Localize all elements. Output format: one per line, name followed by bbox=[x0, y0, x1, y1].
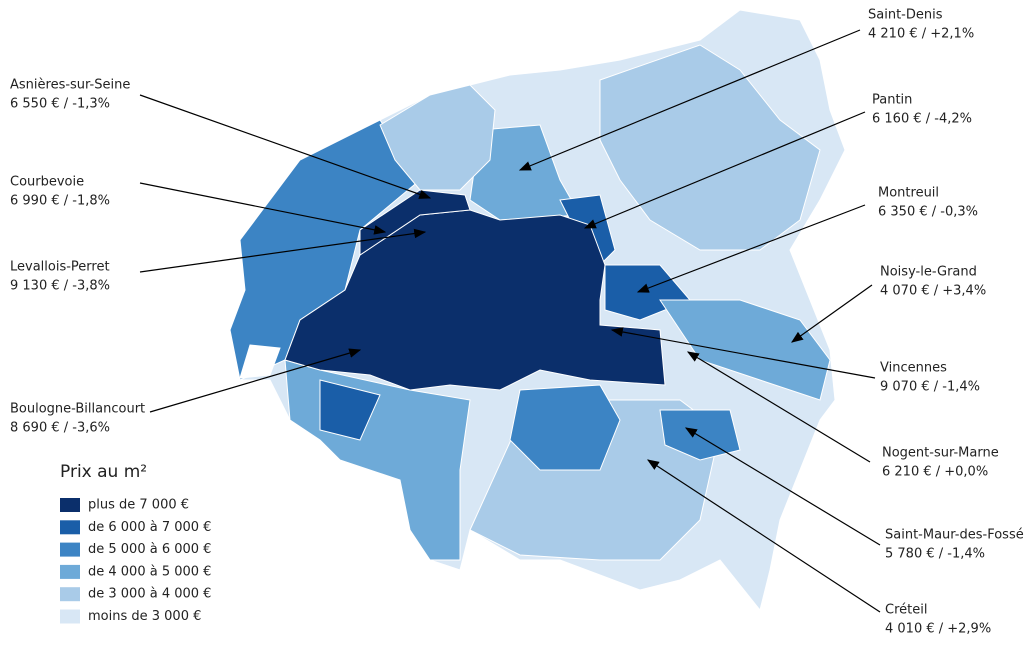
callout-value: 4 070 € / +3,4% bbox=[880, 284, 986, 299]
callout-arrow bbox=[646, 459, 881, 613]
callout-name: Créteil bbox=[885, 603, 927, 618]
callout-value: 4 210 € / +2,1% bbox=[868, 27, 974, 42]
legend-label: de 3 000 à 4 000 € bbox=[88, 587, 211, 602]
callout-arrow bbox=[139, 228, 427, 273]
callout-arrow bbox=[686, 351, 871, 463]
legend-swatch bbox=[60, 498, 80, 512]
legend-label: de 5 000 à 6 000 € bbox=[88, 542, 211, 557]
callout-name: Montreuil bbox=[878, 186, 939, 201]
callout-arrow bbox=[139, 182, 387, 235]
callout-value: 6 990 € / -1,8% bbox=[10, 194, 110, 209]
legend-title: Prix au m² bbox=[60, 462, 147, 482]
callout-value: 6 550 € / -1,3% bbox=[10, 97, 110, 112]
legend-label: de 4 000 à 5 000 € bbox=[88, 564, 211, 579]
callout-name: Levallois-Perret bbox=[10, 260, 110, 275]
legend-swatch bbox=[60, 520, 80, 535]
callout-name: Saint-Maur-des-Fossés bbox=[885, 528, 1024, 543]
callout-value: 6 210 € / +0,0% bbox=[882, 465, 988, 480]
callout-value: 9 130 € / -3,8% bbox=[10, 279, 110, 294]
legend-swatch bbox=[60, 587, 80, 602]
callout-arrow bbox=[583, 111, 866, 229]
callout-name: Asnières-sur-Seine bbox=[10, 78, 130, 93]
callout-value: 6 160 € / -4,2% bbox=[872, 112, 972, 127]
legend: Prix au m² plus de 7 000 € de 6 000 à 7 0… bbox=[60, 462, 211, 624]
callout-value: 8 690 € / -3,6% bbox=[10, 421, 110, 436]
callout-arrow bbox=[149, 348, 362, 413]
callout-name: Courbevoie bbox=[10, 175, 84, 190]
callout-name: Boulogne-Billancourt bbox=[10, 402, 145, 417]
legend-swatch bbox=[60, 609, 80, 624]
callout-name: Saint-Denis bbox=[868, 8, 943, 23]
callout-name: Nogent-sur-Marne bbox=[882, 446, 999, 461]
map-shapes bbox=[229, 9, 846, 612]
legend-label: moins de 3 000 € bbox=[88, 609, 201, 624]
callout-arrow bbox=[610, 327, 876, 379]
legend-swatch bbox=[60, 564, 80, 579]
callout-arrow bbox=[684, 427, 881, 546]
legend-label: plus de 7 000 € bbox=[88, 498, 189, 513]
callout-value: 5 780 € / -1,4% bbox=[885, 547, 985, 562]
callout-name: Noisy-le-Grand bbox=[880, 265, 977, 280]
callout-name: Vincennes bbox=[880, 361, 947, 376]
callout-value: 4 010 € / +2,9% bbox=[885, 622, 991, 637]
callout-name: Pantin bbox=[872, 93, 912, 108]
callouts: Asnières-sur-Seine 6 550 € / -1,3% Courbev… bbox=[10, 8, 1024, 637]
callout-arrow bbox=[791, 284, 873, 343]
callout-arrow bbox=[636, 204, 866, 293]
legend-swatch bbox=[60, 542, 80, 557]
legend-label: de 6 000 à 7 000 € bbox=[88, 520, 211, 535]
callout-arrow bbox=[518, 29, 861, 171]
callout-value: 6 350 € / -0,3% bbox=[878, 205, 978, 220]
callout-arrow bbox=[139, 94, 432, 199]
callout-value: 9 070 € / -1,4% bbox=[880, 380, 980, 395]
